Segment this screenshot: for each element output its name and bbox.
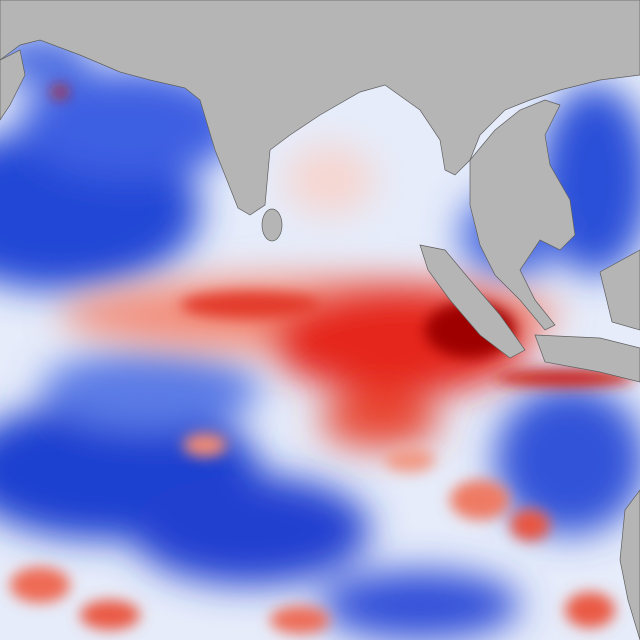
warm-patch [80, 600, 140, 630]
cold-patch [130, 475, 370, 585]
warm-patch [450, 480, 510, 520]
indochina [469, 99, 576, 331]
sumatra [419, 244, 526, 359]
cold-patch [20, 70, 240, 180]
warm-patch [52, 86, 68, 98]
arabia-coast [0, 49, 26, 121]
warm-patch [565, 592, 615, 628]
java [534, 334, 640, 383]
cold-patch [40, 350, 260, 430]
sri-lanka [261, 208, 283, 242]
warm-core [10, 86, 635, 634]
warm-patch [10, 567, 70, 603]
cold-patch [320, 570, 520, 640]
warm-patch [183, 433, 227, 457]
warm-patch [510, 509, 550, 541]
warm-patch [285, 145, 375, 215]
warm-patch [180, 291, 320, 319]
borneo [599, 249, 640, 331]
asia-landmass [0, 0, 640, 216]
warm-patch [495, 369, 635, 387]
warm-patch [270, 606, 330, 634]
warm-patch [320, 392, 440, 448]
cold-patch [495, 385, 640, 535]
madagascar-coast [619, 489, 640, 640]
warm-patch [385, 448, 435, 472]
